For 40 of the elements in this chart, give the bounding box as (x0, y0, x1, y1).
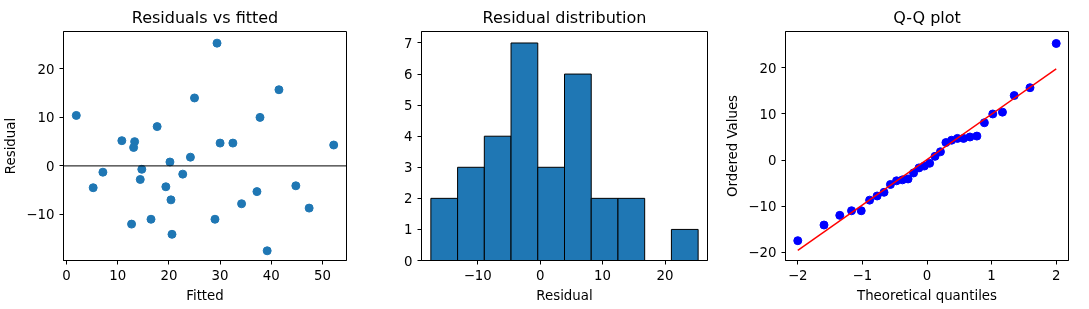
x-axis-title: Residual (536, 287, 593, 303)
y-tick-label: −20 (748, 245, 777, 261)
y-tick-label: −10 (748, 199, 777, 215)
y-tick-label: 1 (404, 222, 413, 238)
y-tick-label: 5 (404, 98, 413, 114)
x-tick-label: 50 (313, 267, 331, 283)
y-axis-title: Residual (3, 117, 19, 175)
x-tick-label: −2 (787, 267, 808, 283)
y-tick-label: 7 (404, 36, 413, 51)
y-tick-label: 6 (404, 67, 413, 83)
y-tick-label: 0 (768, 153, 777, 169)
y-tick-label: 4 (404, 129, 413, 145)
x-axis-title: Fitted (186, 287, 224, 303)
y-axis-title: Ordered Values (725, 94, 741, 198)
y-tick-label: 20 (37, 61, 55, 77)
x-tick-label: −1 (852, 267, 873, 283)
chart-title: Q-Q plot (893, 7, 961, 27)
x-tick-label: 1 (987, 267, 996, 283)
y-tick-label: 2 (404, 191, 413, 207)
x-tick-label: 20 (160, 267, 178, 283)
y-tick-label: 3 (404, 160, 413, 176)
x-tick-label: 10 (594, 267, 612, 283)
x-tick-label: 20 (656, 267, 674, 283)
x-tick-label: 10 (109, 267, 127, 283)
x-tick-label: 2 (1051, 267, 1061, 283)
x-tick-label: 40 (262, 267, 280, 283)
x-axis-title: Theoretical quantiles (856, 287, 998, 303)
chart-title: Residuals vs fitted (131, 7, 279, 27)
x-tick-label: 0 (62, 267, 71, 283)
x-tick-label: 0 (922, 267, 932, 283)
y-tick-label: 20 (759, 60, 777, 76)
x-tick-label: 30 (211, 267, 229, 283)
y-tick-label: 0 (46, 158, 55, 174)
x-tick-label: −10 (463, 267, 492, 283)
y-tick-label: 10 (37, 110, 55, 126)
y-tick-label: 10 (759, 106, 777, 122)
chart-title: Residual distribution (482, 7, 647, 27)
y-tick-label: −10 (26, 207, 55, 223)
y-tick-label: 0 (404, 253, 413, 269)
x-tick-label: 0 (535, 267, 545, 283)
